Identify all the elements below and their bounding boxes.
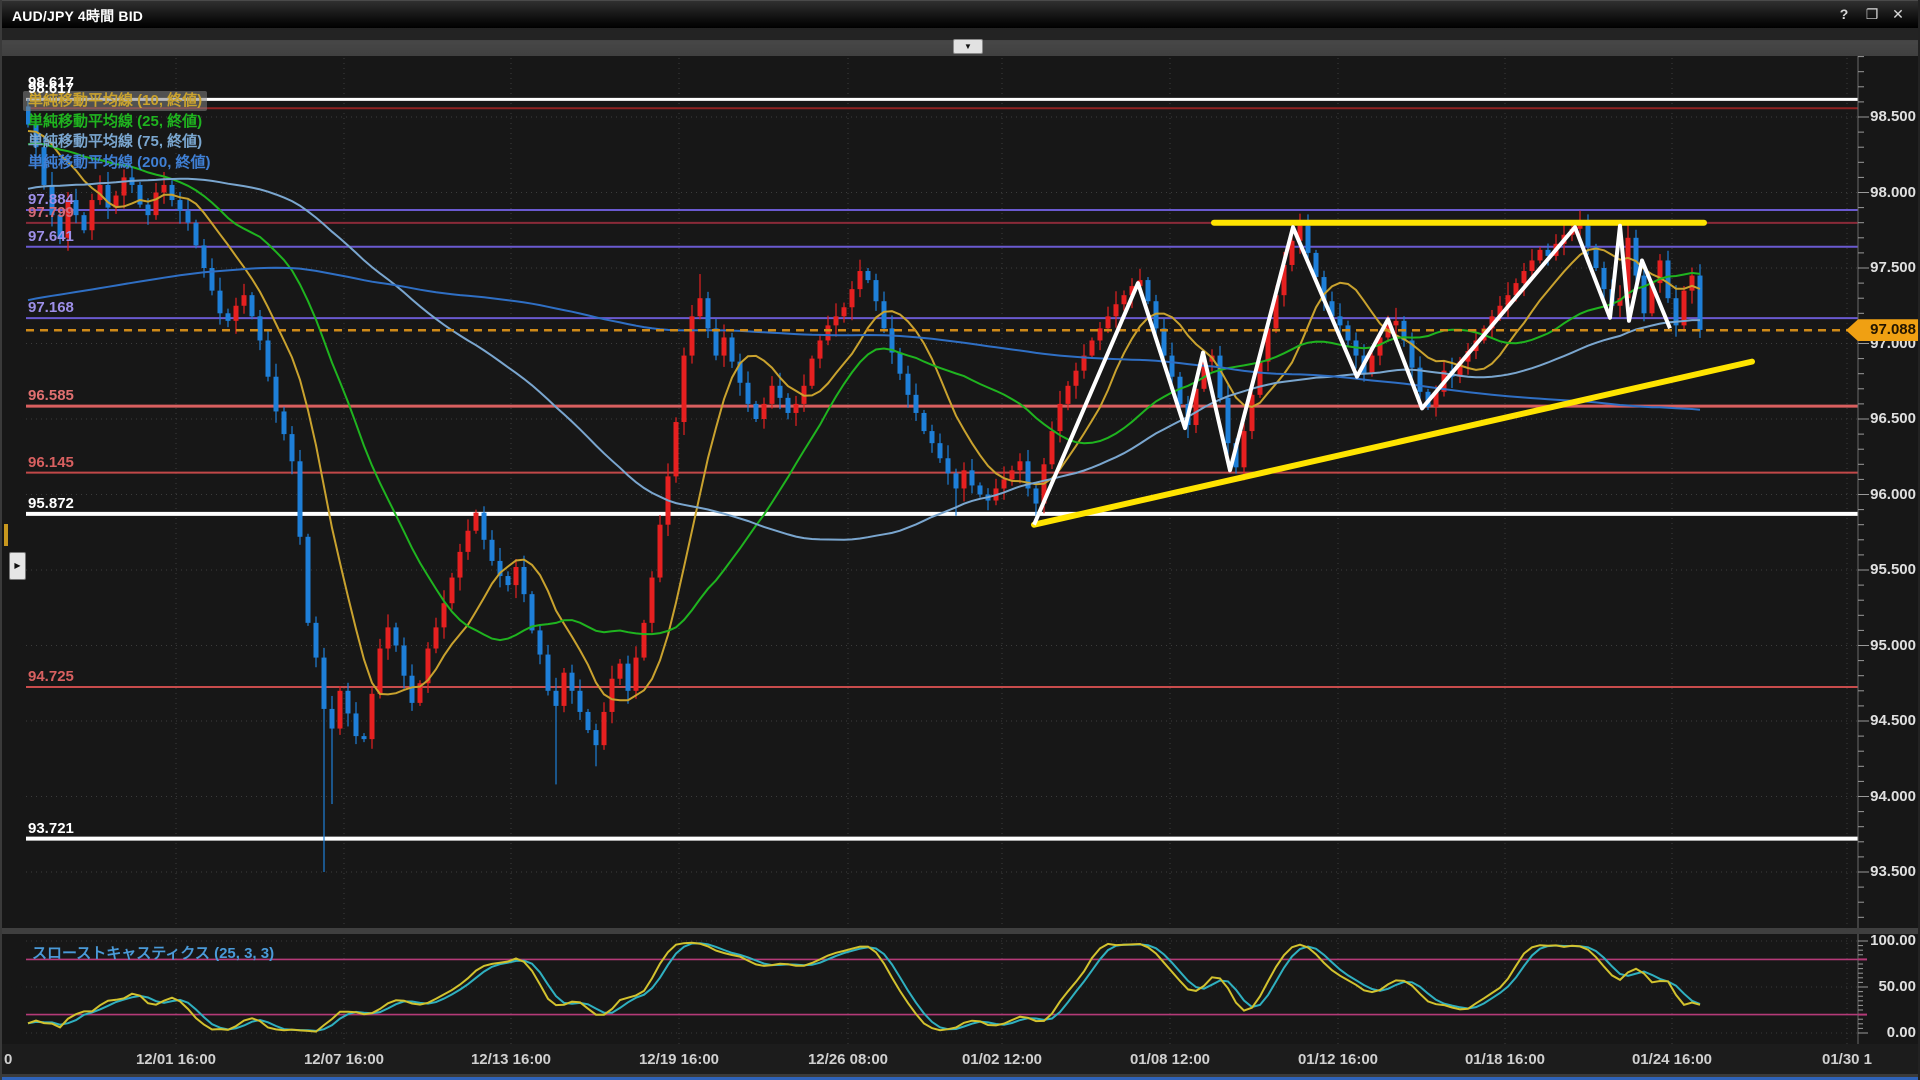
current-price-tag: 97.088 [1846,319,1918,342]
current-price-value: 97.088 [1870,321,1916,339]
legend-row: 単純移動平均線 (25, 終値) [28,112,211,133]
price-level-label: 95.872 [28,494,74,512]
legend-item-sma-10[interactable]: 単純移動平均線 (10, 終値) [23,91,208,111]
price-axis-label: 95.500 [1870,561,1916,578]
help-button[interactable]: ? [1839,6,1849,22]
price-axis-label: 94.500 [1870,712,1916,729]
maximize-button[interactable]: ❐ [1865,6,1879,22]
time-axis-label: 01/24 16:00 [1631,1051,1713,1068]
price-axis-label: 98.000 [1870,183,1916,201]
legend-item-sma-75[interactable]: 単純移動平均線 (75, 終値) [28,133,203,150]
window-focus-border [2,1077,1918,1080]
window-title: AUD/JPY 4時間 BID [12,8,144,24]
arrow-right-icon: ▶ [14,561,21,570]
time-axis-label: 01/30 1 [1821,1051,1873,1068]
close-button[interactable]: ✕ [1892,6,1904,22]
price-level-label: 94.725 [28,668,74,686]
time-axis-label: 01/02 12:00 [961,1051,1043,1068]
time-axis-label: 12/13 16:00 [470,1051,552,1068]
price-level-label: 96.145 [28,453,74,471]
panel-divider[interactable] [2,928,1918,934]
time-axis[interactable]: 0 12/01 16:00 12/07 16:00 12/13 16:00 12/19… [2,1044,1918,1074]
bottom-divider [2,1074,1918,1077]
price-level-label: 97.799 [28,203,74,221]
price-axis[interactable]: 98.500 98.000 97.500 97.000 96.500 96.000 95.5… [1858,58,1918,1044]
toolbar-collapse-button[interactable]: ▼ [953,39,983,54]
price-axis-label: 97.500 [1870,259,1916,276]
time-axis-label: 01/18 16:00 [1464,1051,1546,1068]
time-axis-label: 12/26 08:00 [807,1051,889,1068]
price-level-label: 97.884 [28,191,74,209]
toolbar: ▼ [2,28,1918,58]
chevron-down-icon: ▼ [964,42,972,51]
price-level-label: 96.585 [28,387,74,405]
price-level-label: 98.617 [28,80,74,98]
indicator-legend: 98.617 単純移動平均線 (10, 終値) 単純移動平均線 (25, 終値) 単… [23,74,211,174]
price-axis-label: 96.000 [1870,485,1916,503]
price-axis-label: 98.500 [1870,108,1916,125]
stoch-axis-label: 100.00 [1870,932,1916,949]
legend-item-sma-25[interactable]: 単純移動平均線 (25, 終値) [28,112,203,130]
panel-expander-button[interactable]: ▶ [9,552,26,580]
legend-item-sma-200[interactable]: 単純移動平均線 (200, 終値) [28,153,211,171]
legend-row: 単純移動平均線 (75, 終値) [28,132,211,153]
legend-row: 単純移動平均線 (10, 終値) [23,91,211,112]
high-price-label: 98.617 [28,74,74,91]
time-axis-label: 12/19 16:00 [638,1051,720,1068]
legend-row: 単純移動平均線 (200, 終値) [28,153,211,174]
price-axis-label: 95.000 [1870,636,1916,654]
title-bar[interactable]: AUD/JPY 4時間 BID ? ❐ ✕ [2,0,1918,28]
time-axis-label: 01/08 12:00 [1129,1051,1211,1068]
stoch-axis-label: 0.00 [1886,1024,1916,1041]
price-axis-label: 94.000 [1870,787,1916,805]
time-label-partial: 0 [4,1051,13,1068]
price-level-label: 97.641 [28,227,74,245]
stoch-axis-label: 50.00 [1878,978,1916,995]
price-axis-label: 96.500 [1870,410,1916,427]
time-axis-label: 01/12 16:00 [1297,1051,1379,1068]
price-level-label: 97.168 [28,299,74,317]
price-level-label: 93.721 [28,819,74,837]
price-axis-label: 93.500 [1870,863,1916,880]
time-axis-label: 12/07 16:00 [303,1051,385,1068]
time-axis-label: 12/01 16:00 [135,1051,217,1068]
stochastic-label: スローストキャスティクス (25, 3, 3) [32,945,275,962]
object-anchor-mark [4,524,8,546]
